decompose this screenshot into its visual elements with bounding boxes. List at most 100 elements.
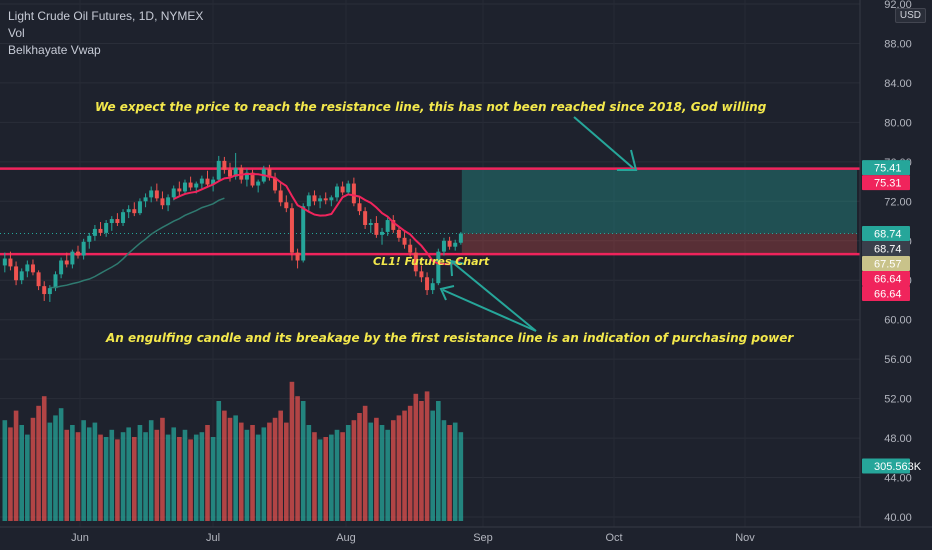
volume-bar: [351, 420, 357, 521]
candle-body: [233, 167, 238, 177]
price-tick-label: 48.00: [884, 433, 912, 445]
legend-title[interactable]: Light Crude Oil Futures, 1D, NYMEX: [8, 9, 204, 23]
volume-bar: [244, 429, 250, 521]
volume-bar: [374, 417, 379, 521]
volume-bar: [357, 413, 362, 521]
volume-bar: [148, 420, 154, 521]
price-tick-label: 40.00: [884, 512, 912, 524]
candle-body: [368, 223, 373, 225]
candle-body: [115, 219, 120, 224]
price-tick-label: 56.00: [884, 354, 912, 366]
candle-body: [92, 228, 97, 236]
volume-bar: [334, 429, 340, 521]
candle-body: [137, 201, 142, 214]
time-tick-label: Nov: [735, 532, 755, 544]
candle-body: [329, 197, 334, 201]
price-label-text: 68.74: [874, 243, 902, 255]
volume-bar: [441, 420, 447, 521]
volume-bar: [407, 405, 413, 521]
volume-bar: [36, 405, 41, 521]
volume-bar: [47, 422, 53, 521]
vwap-lower-path: [49, 197, 225, 289]
price-label-text: 67.57: [874, 258, 902, 270]
price-tick-label: 60.00: [884, 315, 912, 327]
volume-bar: [340, 432, 345, 521]
target-zone: [461, 167, 857, 234]
arrow-engulf-head: [449, 259, 466, 277]
time-tick-label: Oct: [605, 532, 622, 544]
volume-bar: [2, 420, 8, 521]
volume-bar: [368, 422, 374, 521]
price-label-bg: [862, 160, 910, 176]
volume-bar: [41, 396, 47, 521]
price-label-text: 75.31: [874, 178, 902, 190]
volume-bar: [295, 396, 300, 521]
candle-body: [312, 195, 317, 202]
candle-body: [222, 160, 227, 170]
time-tick-label: Jun: [71, 532, 89, 544]
candle-body: [351, 183, 356, 204]
currency-button[interactable]: USD: [894, 8, 926, 23]
vwap-line-path: [173, 172, 462, 266]
candle-body: [87, 235, 92, 242]
volume-bar: [126, 427, 131, 521]
volume-bar: [390, 420, 396, 521]
volume-bar: [402, 410, 407, 521]
arrow-top-head: [617, 149, 638, 171]
legend-vol[interactable]: Vol: [8, 26, 25, 40]
volume-bar: [447, 425, 452, 521]
candle-body: [447, 240, 452, 247]
volume-bar: [86, 427, 92, 521]
volume-bar: [413, 393, 419, 521]
volume-bar: [278, 410, 283, 521]
volume-bar: [267, 422, 272, 521]
candle-body: [425, 277, 430, 291]
candle-body: [166, 197, 171, 206]
candle-body: [408, 244, 413, 253]
volume-bar: [137, 425, 143, 521]
candle-body: [278, 190, 283, 203]
volume-bar: [132, 437, 137, 521]
price-tick-label: 88.00: [884, 38, 912, 50]
legend-indicator[interactable]: Belkhayate Vwap: [8, 43, 101, 57]
candle-body: [301, 206, 306, 261]
price-label-bg: [862, 270, 910, 286]
volume-bar: [458, 432, 464, 521]
candlesticks: [2, 152, 463, 302]
volume-bar: [171, 427, 177, 521]
volume-bar: [8, 427, 13, 521]
annotation-top[interactable]: We expect the price to reach the resista…: [95, 100, 767, 114]
candle-body: [171, 188, 176, 198]
candle-body: [143, 197, 148, 202]
volume-bar: [64, 429, 70, 521]
candle-body: [59, 260, 64, 275]
candle-body: [2, 258, 7, 266]
time-axis: Jun Jul Aug Sep Oct Nov: [0, 526, 932, 544]
resistance-lines: [0, 167, 860, 256]
candle-body: [132, 209, 137, 214]
annotation-bottom[interactable]: An engulfing candle and its breakage by …: [106, 331, 794, 345]
arrow-low-line: [442, 289, 537, 332]
volume-bar: [115, 439, 120, 521]
volume-bar: [345, 425, 351, 521]
stop-zone: [461, 233, 857, 255]
volume-bar: [329, 434, 334, 521]
candle-body: [458, 233, 463, 243]
candle-body: [244, 172, 249, 180]
candle-body: [380, 231, 385, 235]
volume-bar: [182, 429, 188, 521]
candle-body: [30, 264, 35, 273]
volume-bar: [250, 425, 255, 521]
candle-body: [419, 271, 424, 278]
candle-body: [199, 178, 204, 184]
volume-bars: [2, 381, 464, 521]
candle-body: [436, 251, 441, 284]
arrow-engulf-line: [451, 261, 537, 332]
annotation-arrows: [439, 116, 638, 332]
price-tick-label: 52.00: [884, 394, 912, 406]
volume-bar: [177, 437, 182, 521]
volume-bar: [261, 427, 267, 521]
price-label-bg: [862, 255, 910, 271]
candle-body: [306, 195, 311, 207]
